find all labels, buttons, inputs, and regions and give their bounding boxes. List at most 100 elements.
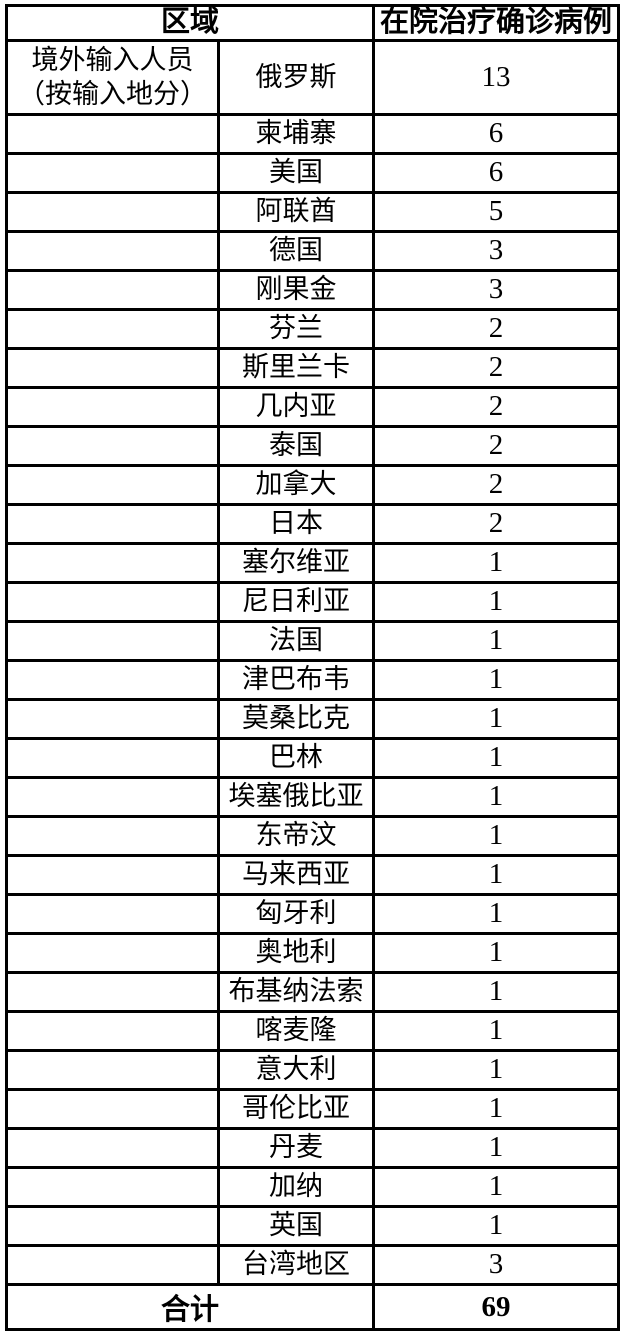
table-row: 巴林 1 [5,737,621,779]
place-cell: 刚果金 [216,269,376,311]
group-spacer-cell [5,269,220,311]
count-cell: 1 [372,1010,621,1052]
group-spacer-cell [5,347,220,389]
total-label-cell: 合计 [4,1283,376,1331]
count-cell: 1 [372,1049,621,1091]
group-spacer-cell [5,1127,220,1169]
table-row: 塞尔维亚 1 [5,542,621,584]
count-cell: 2 [372,503,621,545]
count-cell: 3 [372,269,621,311]
cases-header-cell: 在院治疗确诊病例 [372,4,621,42]
group-spacer-cell [5,113,220,155]
place-cell: 芬兰 [216,308,376,350]
place-cell: 日本 [216,503,376,545]
group-spacer-cell [5,971,220,1013]
table-row: 斯里兰卡 2 [5,347,621,389]
total-value-cell: 69 [372,1283,621,1331]
count-cell: 1 [372,698,621,740]
table-row: 东帝汶 1 [5,815,621,857]
table-row: 埃塞俄比亚 1 [5,776,621,818]
group-spacer-cell [5,815,220,857]
count-cell: 1 [372,776,621,818]
table-row: 丹麦 1 [5,1127,621,1169]
table-row: 柬埔寨 6 [5,113,621,155]
table-row: 日本 2 [5,503,621,545]
header-row: 区域 在院治疗确诊病例 [4,4,621,42]
table-row: 台湾地区 3 [5,1244,621,1286]
place-cell: 加拿大 [216,464,376,506]
group-spacer-cell [5,308,220,350]
group-spacer-cell [5,152,220,194]
group-spacer-cell [5,425,220,467]
place-cell: 东帝汶 [216,815,376,857]
group-spacer-cell [5,230,220,272]
total-row: 合计 69 [4,1283,621,1331]
table-row: 意大利 1 [5,1049,621,1091]
count-cell: 2 [372,464,621,506]
group-spacer-cell [5,542,220,584]
group-spacer-cell [5,854,220,896]
place-cell: 巴林 [216,737,376,779]
place-cell: 俄罗斯 [216,39,376,116]
table-row: 布基纳法索 1 [5,971,621,1013]
count-cell: 1 [372,1088,621,1130]
count-cell: 1 [372,1166,621,1208]
count-cell: 1 [372,1205,621,1247]
place-cell: 法国 [216,620,376,662]
place-cell: 匈牙利 [216,893,376,935]
group-spacer-cell [5,1166,220,1208]
count-cell: 6 [372,152,621,194]
table-row: 喀麦隆 1 [5,1010,621,1052]
place-cell: 奥地利 [216,932,376,974]
count-cell: 1 [372,971,621,1013]
count-cell: 1 [372,932,621,974]
group-spacer-cell [5,1010,220,1052]
table-row: 奥地利 1 [5,932,621,974]
count-cell: 1 [372,815,621,857]
table-row: 加纳 1 [5,1166,621,1208]
group-spacer-cell [5,698,220,740]
place-cell: 德国 [216,230,376,272]
place-cell: 埃塞俄比亚 [216,776,376,818]
place-cell: 美国 [216,152,376,194]
place-cell: 英国 [216,1205,376,1247]
count-cell: 1 [372,581,621,623]
table-row: 马来西亚 1 [5,854,621,896]
table-row: 津巴布韦 1 [5,659,621,701]
table-row: 莫桑比克 1 [5,698,621,740]
table-row: 英国 1 [5,1205,621,1247]
table-row: 刚果金 3 [5,269,621,311]
group-label-cell: 境外输入人员 （按输入地分） [5,39,220,116]
region-header-cell: 区域 [4,4,376,42]
place-cell: 台湾地区 [216,1244,376,1286]
place-cell: 津巴布韦 [216,659,376,701]
place-cell: 喀麦隆 [216,1010,376,1052]
table-row: 芬兰 2 [5,308,621,350]
place-cell: 泰国 [216,425,376,467]
table-row: 泰国 2 [5,425,621,467]
count-cell: 3 [372,230,621,272]
group-spacer-cell [5,932,220,974]
count-cell: 6 [372,113,621,155]
count-cell: 1 [372,620,621,662]
count-cell: 1 [372,893,621,935]
group-spacer-cell [5,581,220,623]
group-spacer-cell [5,893,220,935]
group-spacer-cell [5,191,220,233]
group-spacer-cell [5,464,220,506]
count-cell: 3 [372,1244,621,1286]
group-spacer-cell [5,1088,220,1130]
place-cell: 几内亚 [216,386,376,428]
table-row: 几内亚 2 [5,386,621,428]
place-cell: 斯里兰卡 [216,347,376,389]
group-spacer-cell [5,737,220,779]
table-row: 法国 1 [5,620,621,662]
group-spacer-cell [5,1049,220,1091]
table-row: 加拿大 2 [5,464,621,506]
count-cell: 2 [372,386,621,428]
place-cell: 加纳 [216,1166,376,1208]
table-row: 尼日利亚 1 [5,581,621,623]
place-cell: 哥伦比亚 [216,1088,376,1130]
count-cell: 13 [372,39,621,116]
count-cell: 2 [372,347,621,389]
